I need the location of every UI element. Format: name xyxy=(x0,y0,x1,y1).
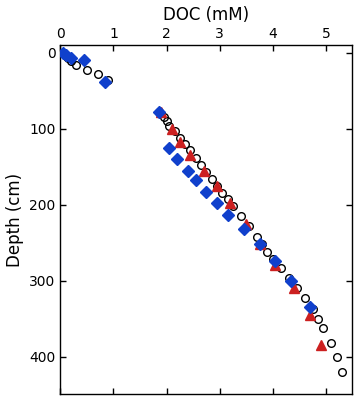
X-axis label: DOC (mM): DOC (mM) xyxy=(163,6,250,24)
Y-axis label: Depth (cm): Depth (cm) xyxy=(6,173,24,267)
